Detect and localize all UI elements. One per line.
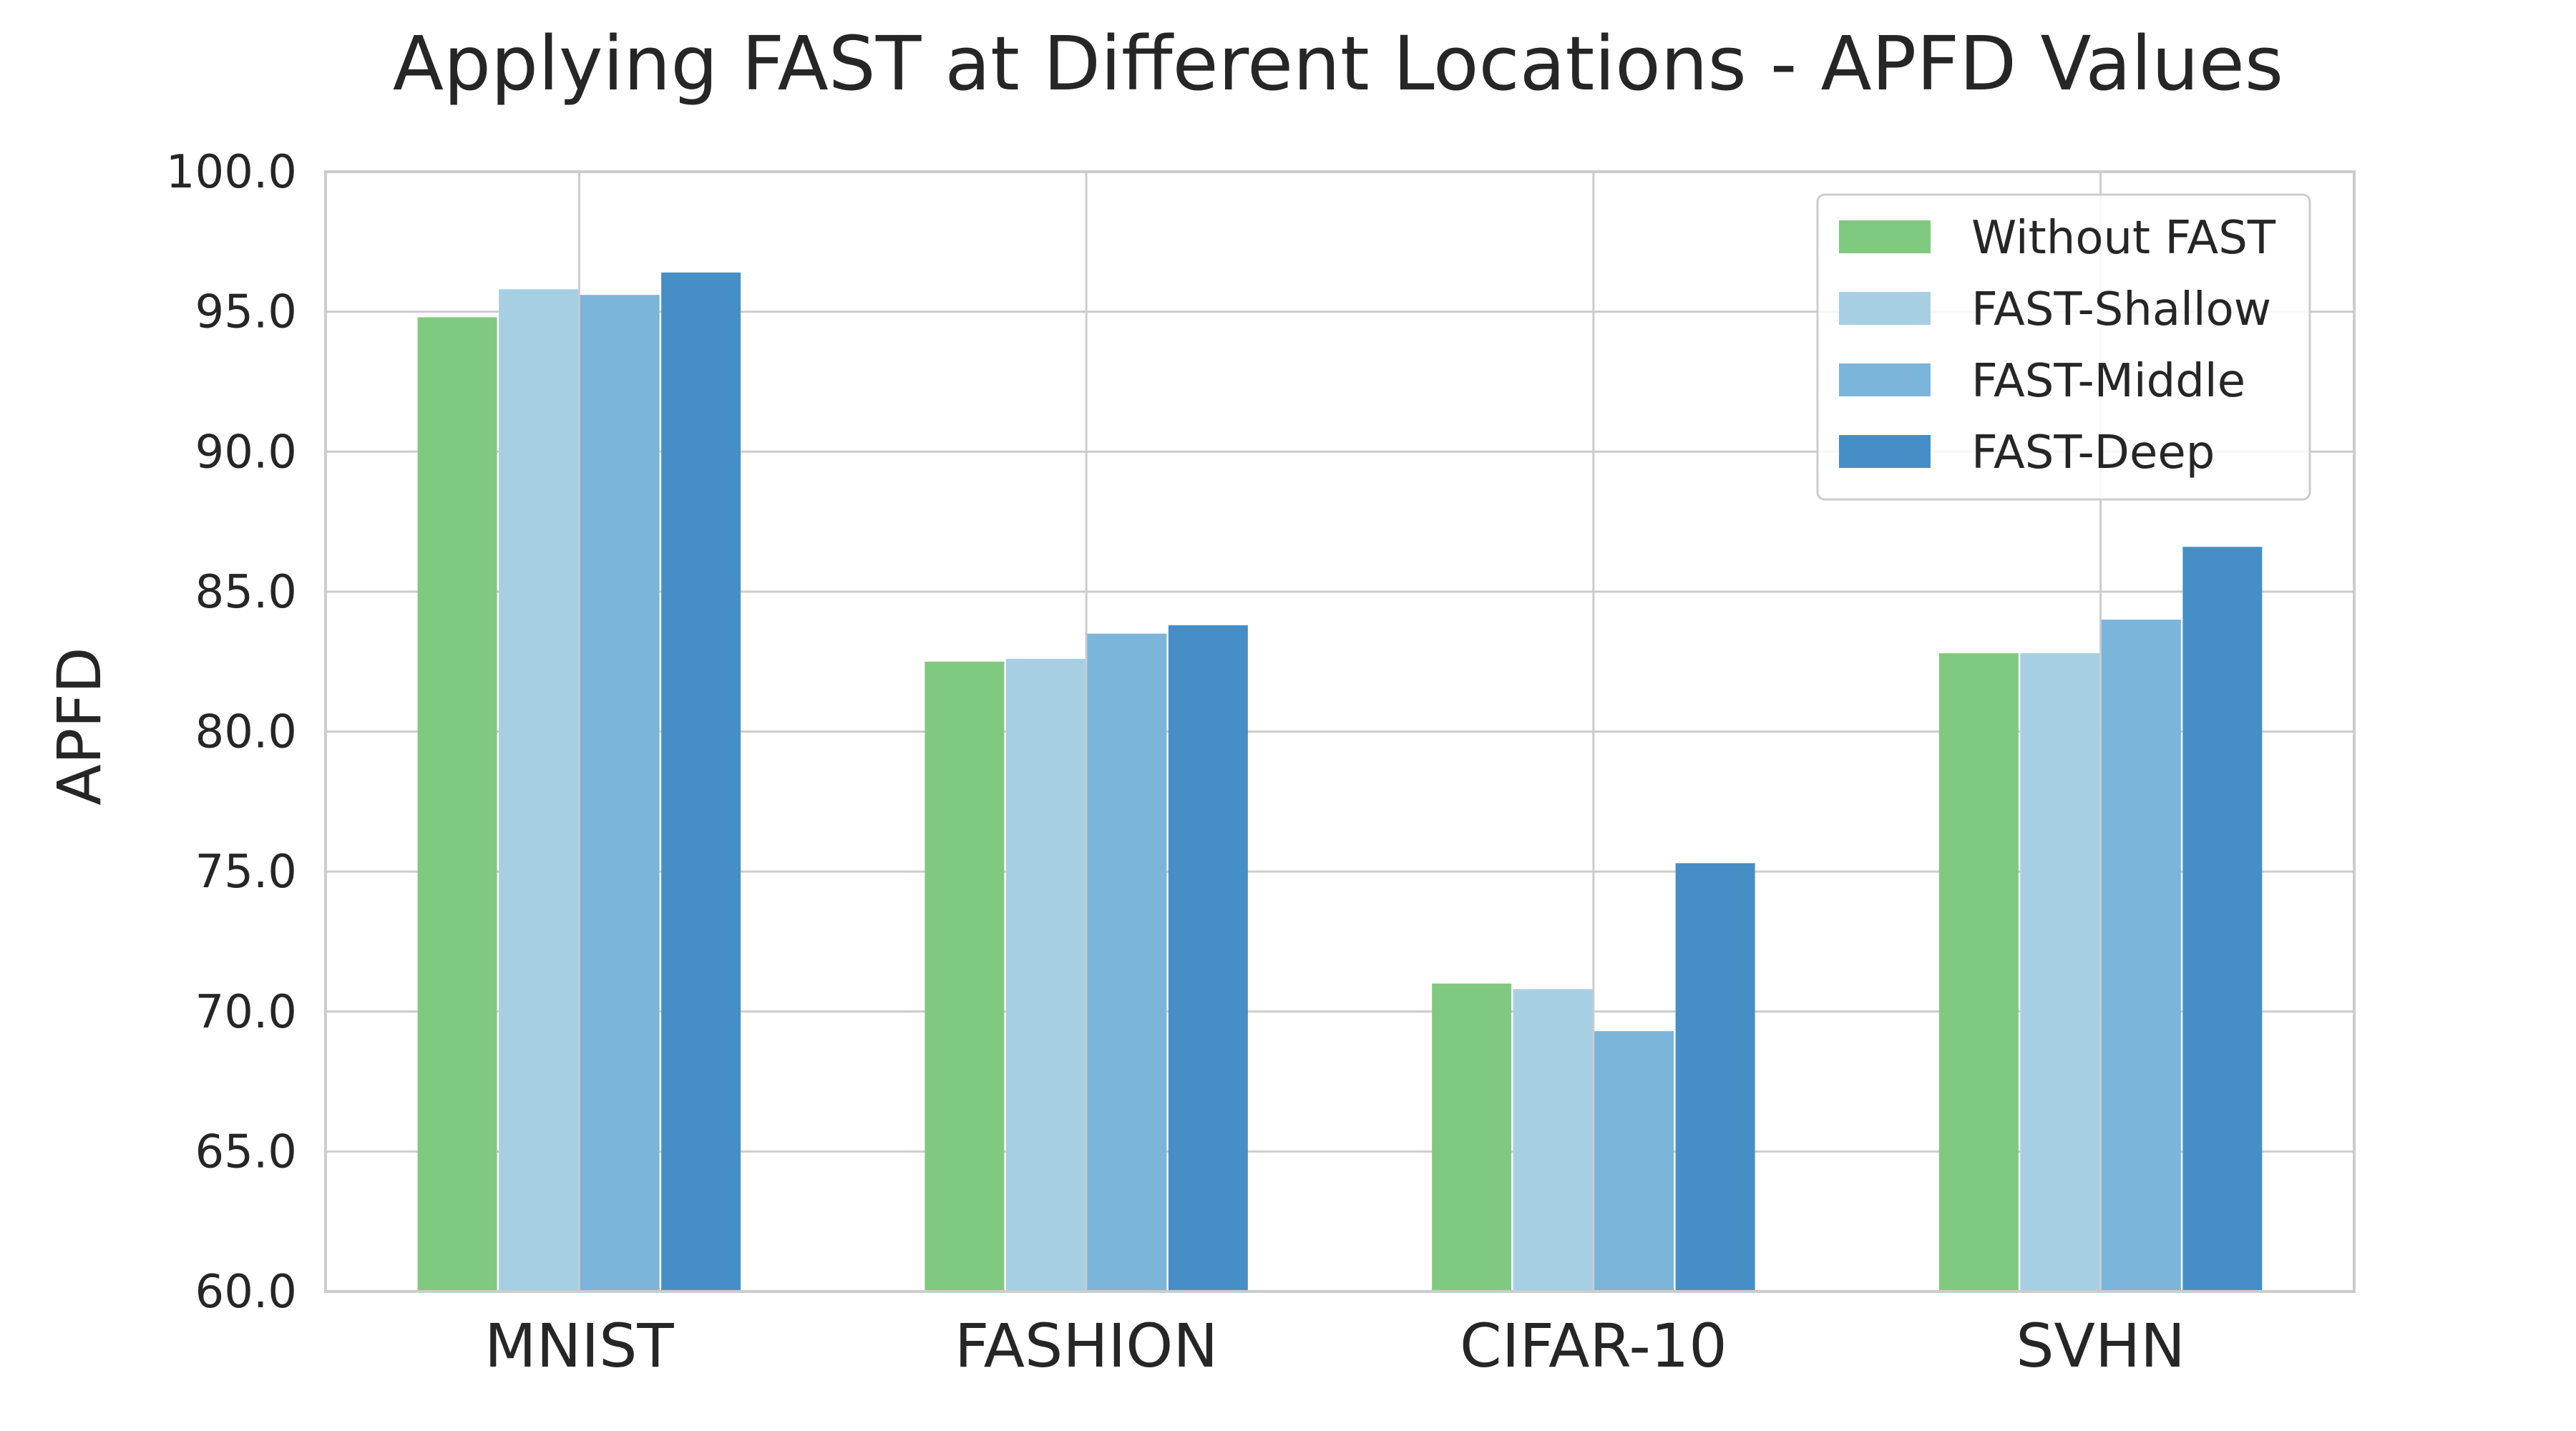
bar xyxy=(661,272,741,1292)
bar xyxy=(417,317,497,1292)
x-tick-label: CIFAR-10 xyxy=(1460,1311,1727,1381)
y-tick-label: 95.0 xyxy=(195,286,298,339)
bar xyxy=(1005,658,1085,1291)
legend-entry: FAST-Shallow xyxy=(1971,283,2271,336)
bar xyxy=(1675,863,1755,1291)
legend-entry: Without FAST xyxy=(1971,212,2276,265)
y-tick-label: 60.0 xyxy=(195,1266,298,1319)
y-tick-labels: 60.0 65.0 70.0 75.0 80.0 85.0 90.0 95.0 100.0 xyxy=(166,146,297,1319)
bars xyxy=(417,272,2263,1292)
legend-box xyxy=(1816,193,2311,501)
bar xyxy=(1432,983,1512,1291)
y-axis-label: APFD xyxy=(44,647,114,805)
y-tick-label: 85.0 xyxy=(195,566,298,619)
chart-title: Applying FAST at Different Locations - A… xyxy=(393,20,2283,107)
bar xyxy=(499,289,579,1292)
bar xyxy=(1087,633,1167,1291)
y-tick-label: 80.0 xyxy=(195,706,298,759)
x-tick-labels: MNIST FASHION CIFAR-10 SVHN xyxy=(484,1311,2185,1381)
bar xyxy=(2020,653,2100,1291)
bar xyxy=(1594,1031,1674,1291)
x-tick-label: SVHN xyxy=(2016,1311,2185,1381)
bar xyxy=(2182,547,2263,1291)
bar xyxy=(580,295,660,1291)
x-tick-label: MNIST xyxy=(484,1311,674,1381)
legend-entry: FAST-Deep xyxy=(1971,426,2215,479)
legend-swatch xyxy=(1839,292,1931,325)
legend-swatch xyxy=(1839,363,1931,396)
bar xyxy=(1168,625,1248,1291)
x-tick-label: FASHION xyxy=(955,1311,1218,1381)
legend-swatch xyxy=(1839,220,1931,253)
y-tick-label: 75.0 xyxy=(195,846,298,899)
bar xyxy=(1938,653,2019,1291)
bar xyxy=(1513,989,1593,1291)
y-tick-label: 100.0 xyxy=(166,146,297,199)
legend: Without FAST FAST-Shallow FAST-Middle FAST-… xyxy=(1816,193,2311,501)
legend-entry: FAST-Middle xyxy=(1971,355,2245,408)
bar xyxy=(2101,620,2181,1291)
bar xyxy=(924,661,1005,1291)
legend-swatch xyxy=(1839,435,1931,468)
plot-frame xyxy=(324,170,2356,1293)
y-tick-label: 70.0 xyxy=(195,986,298,1039)
y-tick-label: 65.0 xyxy=(195,1125,298,1178)
y-tick-label: 90.0 xyxy=(195,426,298,479)
